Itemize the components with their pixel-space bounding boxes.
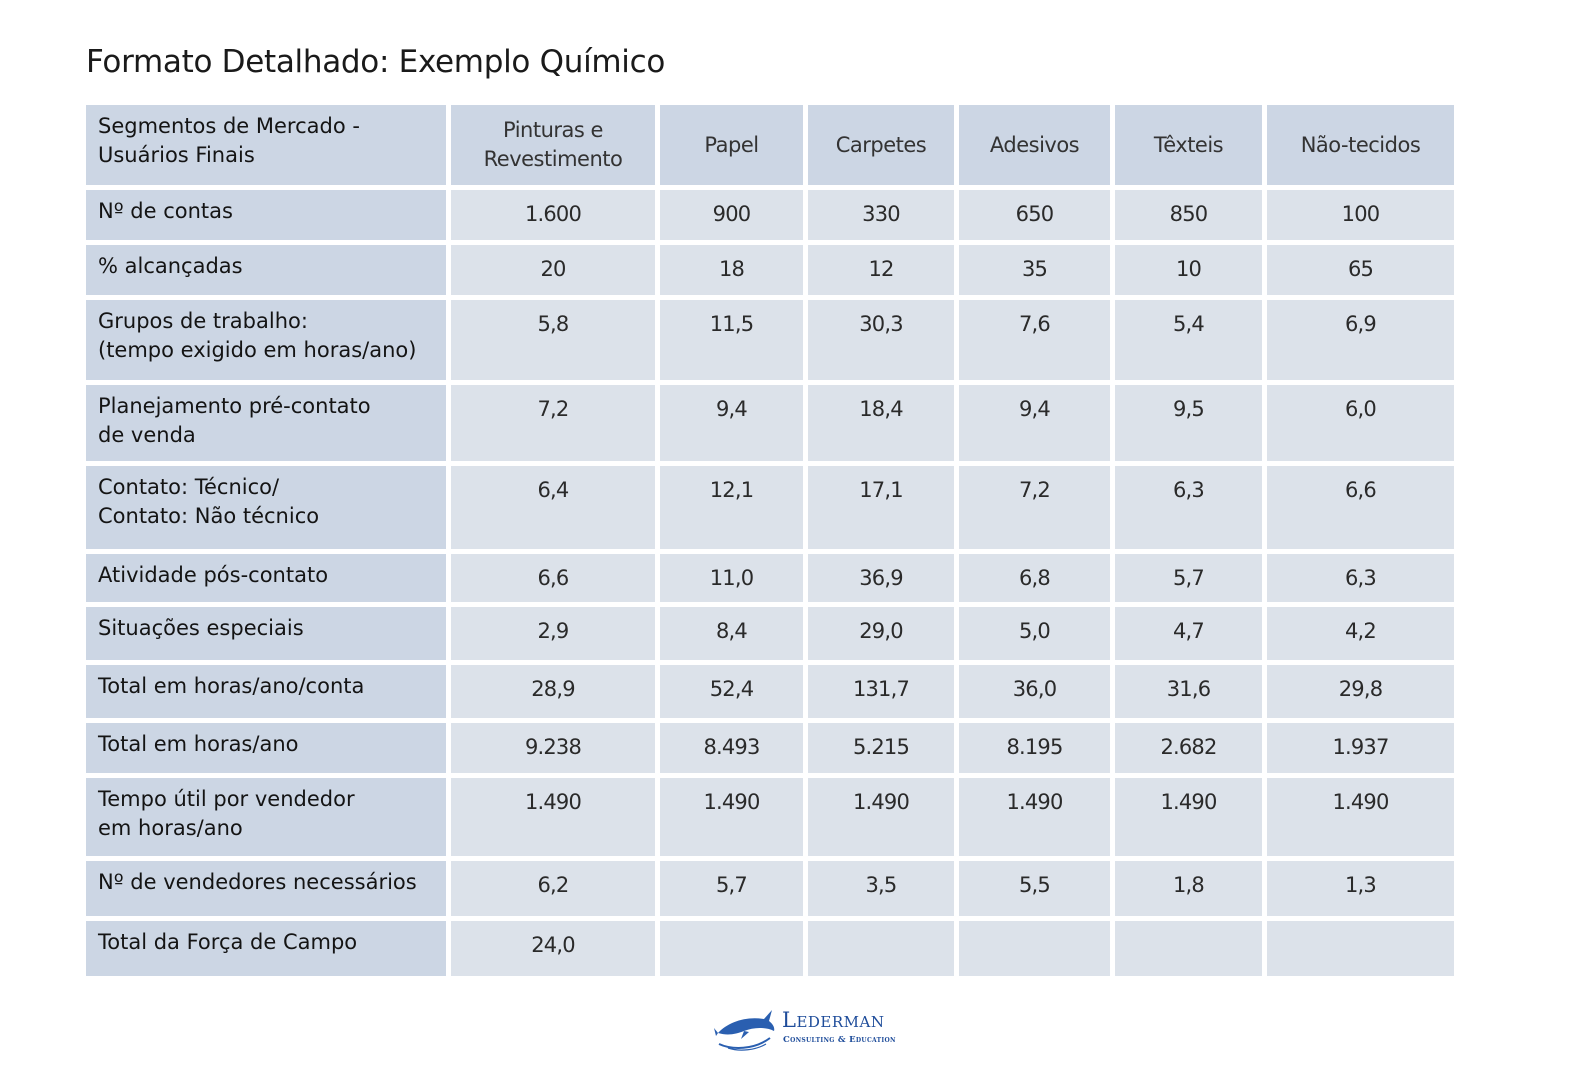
page-title: Formato Detalhado: Exemplo Químico <box>86 44 665 80</box>
table-cell: 5,4 <box>1115 300 1262 380</box>
table-cell: 6,4 <box>451 466 655 549</box>
table-cell: 6,0 <box>1267 385 1454 461</box>
table-cell: 6,8 <box>959 554 1110 602</box>
table-cell: 5,5 <box>959 861 1110 916</box>
table-cell: 18 <box>660 245 803 295</box>
table-cell: 1.937 <box>1267 723 1454 773</box>
table-cell: 5,0 <box>959 607 1110 660</box>
table-cell: 11,5 <box>660 300 803 380</box>
table-cell: 35 <box>959 245 1110 295</box>
table-cell: 28,9 <box>451 665 655 718</box>
table-cell: 5,7 <box>660 861 803 916</box>
table-cell: 1.490 <box>959 778 1110 856</box>
column-header: Carpetes <box>808 105 954 185</box>
row-label: Nº de vendedores necessários <box>86 861 446 916</box>
table-cell: 24,0 <box>451 921 655 976</box>
column-header: Adesivos <box>959 105 1110 185</box>
row-label: Contato: Técnico/ Contato: Não técnico <box>86 466 446 549</box>
table-cell: 2,9 <box>451 607 655 660</box>
table-cell: 1.490 <box>451 778 655 856</box>
table-cell: 1.490 <box>1267 778 1454 856</box>
table-cell: 1,3 <box>1267 861 1454 916</box>
column-header: Têxteis <box>1115 105 1262 185</box>
table-cell: 52,4 <box>660 665 803 718</box>
table-cell: 330 <box>808 190 954 240</box>
table-cell: 6,3 <box>1115 466 1262 549</box>
table-cell: 20 <box>451 245 655 295</box>
table-cell: 650 <box>959 190 1110 240</box>
column-header: Papel <box>660 105 803 185</box>
table-cell: 5,7 <box>1115 554 1262 602</box>
table-cell: 1.490 <box>808 778 954 856</box>
table-cell: 4,7 <box>1115 607 1262 660</box>
table-cell: 2.682 <box>1115 723 1262 773</box>
table-cell: 30,3 <box>808 300 954 380</box>
table-cell: 5,8 <box>451 300 655 380</box>
table-cell <box>660 921 803 976</box>
logo-tagline: Consulting & Education <box>783 1035 896 1045</box>
table-cell: 850 <box>1115 190 1262 240</box>
table-cell: 8.195 <box>959 723 1110 773</box>
table-cell: 1.490 <box>660 778 803 856</box>
row-label: Grupos de trabalho: (tempo exigido em ho… <box>86 300 446 380</box>
table-cell: 29,0 <box>808 607 954 660</box>
table-cell: 65 <box>1267 245 1454 295</box>
row-label: Atividade pós-contato <box>86 554 446 602</box>
table-cell: 9.238 <box>451 723 655 773</box>
table-cell: 12,1 <box>660 466 803 549</box>
table-cell: 6,6 <box>1267 466 1454 549</box>
table-cell: 7,2 <box>959 466 1110 549</box>
table-cell: 36,0 <box>959 665 1110 718</box>
table-cell: 11,0 <box>660 554 803 602</box>
row-label: Total em horas/ano <box>86 723 446 773</box>
table-cell: 1.490 <box>1115 778 1262 856</box>
row-label: % alcançadas <box>86 245 446 295</box>
row-label: Situações especiais <box>86 607 446 660</box>
table-cell: 9,4 <box>959 385 1110 461</box>
table-cell: 9,4 <box>660 385 803 461</box>
logo-name: Lederman <box>782 1008 885 1032</box>
table-cell: 6,2 <box>451 861 655 916</box>
table-cell: 5.215 <box>808 723 954 773</box>
table-cell: 9,5 <box>1115 385 1262 461</box>
table-cell: 7,6 <box>959 300 1110 380</box>
table-cell: 1,8 <box>1115 861 1262 916</box>
table-cell: 6,3 <box>1267 554 1454 602</box>
table-cell: 100 <box>1267 190 1454 240</box>
column-header: Não-tecidos <box>1267 105 1454 185</box>
table-cell: 10 <box>1115 245 1262 295</box>
table-cell: 1.600 <box>451 190 655 240</box>
table-cell: 31,6 <box>1115 665 1262 718</box>
table-cell: 131,7 <box>808 665 954 718</box>
table-cell: 3,5 <box>808 861 954 916</box>
table-cell: 6,9 <box>1267 300 1454 380</box>
table-cell: 18,4 <box>808 385 954 461</box>
table-cell: 8,4 <box>660 607 803 660</box>
table-cell <box>1267 921 1454 976</box>
data-table: Segmentos de Mercado - Usuários Finais Pi… <box>86 105 1454 976</box>
table-cell: 17,1 <box>808 466 954 549</box>
table-cell: 900 <box>660 190 803 240</box>
column-header: Pinturas e Revestimento <box>451 105 655 185</box>
lederman-logo: Lederman Consulting & Education <box>714 1004 904 1056</box>
table-cell <box>808 921 954 976</box>
table-cell: 4,2 <box>1267 607 1454 660</box>
row-label: Nº de contas <box>86 190 446 240</box>
dolphin-icon <box>714 1010 775 1051</box>
row-label: Total em horas/ano/conta <box>86 665 446 718</box>
table-cell: 7,2 <box>451 385 655 461</box>
table-cell <box>1115 921 1262 976</box>
table-cell: 29,8 <box>1267 665 1454 718</box>
table-cell: 8.493 <box>660 723 803 773</box>
table-cell: 6,6 <box>451 554 655 602</box>
row-label: Tempo útil por vendedor em horas/ano <box>86 778 446 856</box>
row-label: Planejamento pré-contato de venda <box>86 385 446 461</box>
table-cell <box>959 921 1110 976</box>
table-cell: 36,9 <box>808 554 954 602</box>
row-label: Total da Força de Campo <box>86 921 446 976</box>
header-label: Segmentos de Mercado - Usuários Finais <box>86 105 446 185</box>
table-cell: 12 <box>808 245 954 295</box>
